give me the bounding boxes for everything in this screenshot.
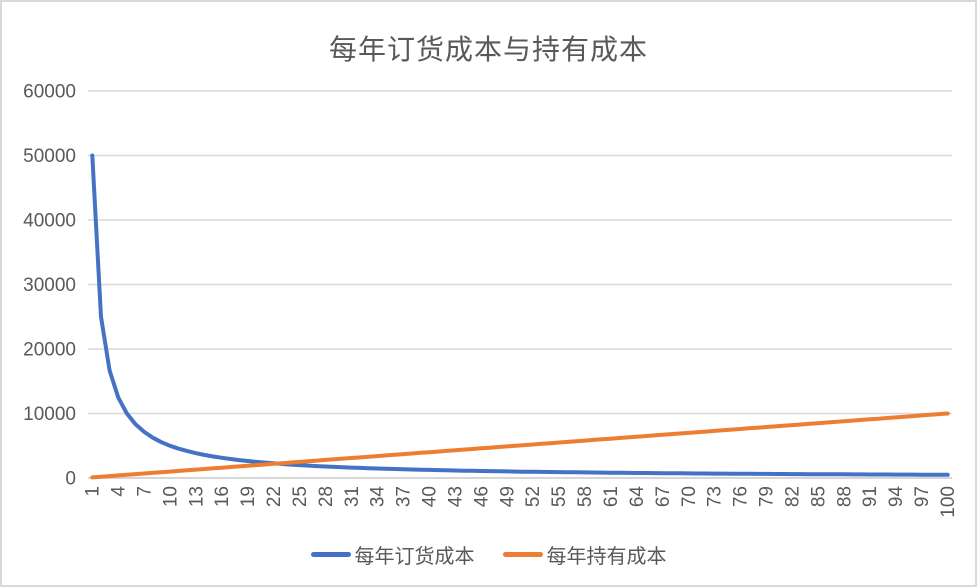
x-axis-tick-label: 70 [679, 486, 700, 507]
x-axis-tick-label: 16 [212, 486, 233, 507]
x-axis-tick-label: 55 [549, 486, 570, 507]
legend-item-ordering-cost: 每年订货成本 [310, 540, 475, 569]
y-axis-tick-label: 10000 [23, 404, 76, 425]
x-axis-tick-label: 1 [83, 486, 104, 497]
legend-item-holding-cost: 每年持有成本 [502, 540, 667, 569]
x-axis-tick-label: 25 [290, 486, 311, 507]
x-axis-tick-label: 94 [886, 486, 907, 508]
x-axis-tick-label: 4 [109, 486, 130, 497]
x-axis-tick-label: 7 [134, 486, 155, 497]
y-axis-tick-label: 40000 [23, 210, 76, 231]
x-axis-tick-label: 85 [808, 486, 829, 507]
x-axis-tick-label: 58 [575, 486, 596, 507]
x-axis-tick-label: 40 [420, 486, 441, 507]
x-axis-tick-label: 43 [445, 486, 466, 507]
x-axis-tick-label: 61 [601, 486, 622, 507]
x-axis-tick-label: 100 [938, 486, 959, 518]
x-axis-tick-label: 52 [523, 486, 544, 507]
legend: 每年订货成本 每年持有成本 [2, 540, 975, 569]
x-axis-tick-label: 88 [834, 486, 855, 507]
y-axis-tick-label: 50000 [23, 146, 76, 167]
chart-title: 每年订货成本与持有成本 [328, 34, 648, 65]
y-axis-tick-label: 30000 [23, 275, 76, 296]
x-axis-tick-label: 73 [705, 486, 726, 507]
series-line-1 [90, 411, 950, 480]
x-axis-tick-label: 19 [238, 486, 259, 507]
x-axis-tick-label: 82 [782, 486, 803, 507]
x-axis-tick-label: 34 [368, 486, 389, 508]
x-axis-tick-label: 13 [186, 486, 207, 507]
y-axis-tick-label: 0 [65, 468, 76, 489]
x-axis-tick-label: 67 [653, 486, 674, 507]
x-axis-tick-label: 49 [497, 486, 518, 507]
x-axis-tick-label: 10 [160, 486, 181, 507]
x-axis-tick-label: 79 [757, 486, 778, 507]
x-axis-tick-label: 46 [471, 486, 492, 507]
x-axis-tick-label: 97 [912, 486, 933, 507]
series-line-0 [90, 153, 950, 477]
x-axis-tick-label: 91 [860, 486, 881, 507]
x-axis-tick-label: 37 [394, 486, 415, 507]
x-axis-tick-label: 28 [316, 486, 337, 507]
legend-label-holding-cost: 每年持有成本 [546, 546, 667, 568]
x-axis-tick-label: 31 [342, 486, 363, 507]
x-axis-tick-label: 64 [627, 486, 648, 508]
legend-swatch-ordering-cost-icon [310, 552, 351, 557]
y-axis-tick-label: 20000 [23, 339, 76, 360]
legend-label-ordering-cost: 每年订货成本 [354, 546, 475, 568]
y-axis-tick-label: 60000 [23, 81, 76, 102]
legend-swatch-holding-cost-icon [502, 552, 543, 557]
x-axis-tick-label: 22 [264, 486, 285, 507]
x-axis-tick-label: 76 [731, 486, 752, 507]
